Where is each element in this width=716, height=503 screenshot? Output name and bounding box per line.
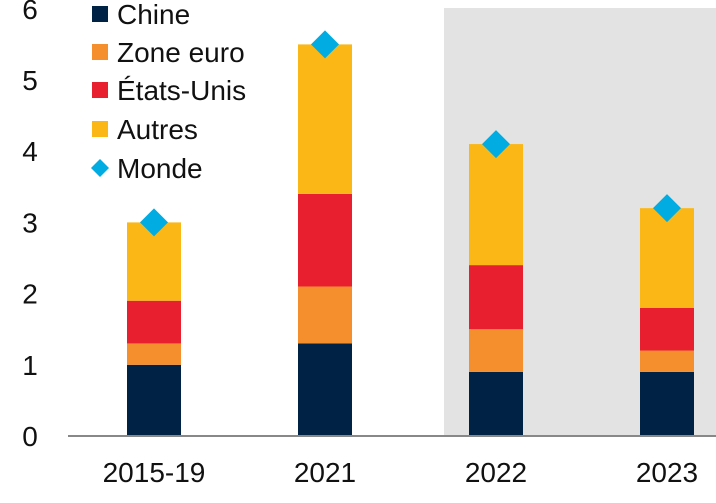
y-axis-ticks: 0 1 2 3 4 5 6 bbox=[22, 0, 38, 452]
bar-segment-zone-euro bbox=[127, 343, 181, 365]
legend-swatch bbox=[92, 82, 108, 98]
y-tick-label: 1 bbox=[22, 350, 38, 381]
legend-swatch bbox=[92, 6, 108, 22]
bar-segment--tats-unis bbox=[298, 193, 352, 287]
x-axis-ticks: 2015-19 2021 2022 2023 bbox=[103, 457, 699, 488]
bar-segment-zone-euro bbox=[469, 329, 523, 372]
legend-label: Chine bbox=[117, 0, 190, 30]
bar-segment-autres bbox=[298, 44, 352, 194]
legend-label: Zone euro bbox=[117, 37, 245, 68]
legend-swatch bbox=[92, 44, 108, 60]
bar-segment-zone-euro bbox=[640, 350, 694, 372]
legend: Chine Zone euro États-Unis Autres Monde bbox=[91, 0, 246, 184]
y-tick-label: 3 bbox=[22, 207, 38, 238]
bar-segment--tats-unis bbox=[127, 300, 181, 344]
world-marker bbox=[653, 194, 681, 223]
bar-segment-autres bbox=[469, 144, 523, 266]
bar-segment-chine bbox=[127, 364, 181, 436]
world-marker bbox=[311, 30, 339, 59]
bar-segment-chine bbox=[640, 371, 694, 436]
y-tick-label: 2 bbox=[22, 279, 38, 310]
legend-label: Autres bbox=[117, 114, 198, 145]
y-tick-label: 0 bbox=[22, 421, 38, 452]
bars bbox=[127, 44, 694, 436]
y-tick-label: 4 bbox=[22, 136, 38, 167]
y-tick-label: 6 bbox=[22, 0, 38, 25]
bar-segment-autres bbox=[640, 208, 694, 308]
bar-segment--tats-unis bbox=[640, 307, 694, 351]
legend-diamond-icon bbox=[91, 159, 109, 177]
world-marker bbox=[140, 208, 168, 237]
bar-segment-chine bbox=[298, 343, 352, 436]
bar-segment-zone-euro bbox=[298, 286, 352, 344]
legend-label: États-Unis bbox=[117, 75, 246, 106]
world-marker bbox=[482, 130, 510, 159]
x-tick-label: 2021 bbox=[294, 457, 356, 488]
x-tick-label: 2015-19 bbox=[103, 457, 206, 488]
x-tick-label: 2023 bbox=[636, 457, 698, 488]
world-markers bbox=[140, 30, 681, 237]
legend-label: Monde bbox=[117, 153, 203, 184]
legend-swatch bbox=[92, 121, 108, 137]
bar-segment-chine bbox=[469, 371, 523, 436]
x-tick-label: 2022 bbox=[465, 457, 527, 488]
y-tick-label: 5 bbox=[22, 65, 38, 96]
bar-segment--tats-unis bbox=[469, 265, 523, 330]
